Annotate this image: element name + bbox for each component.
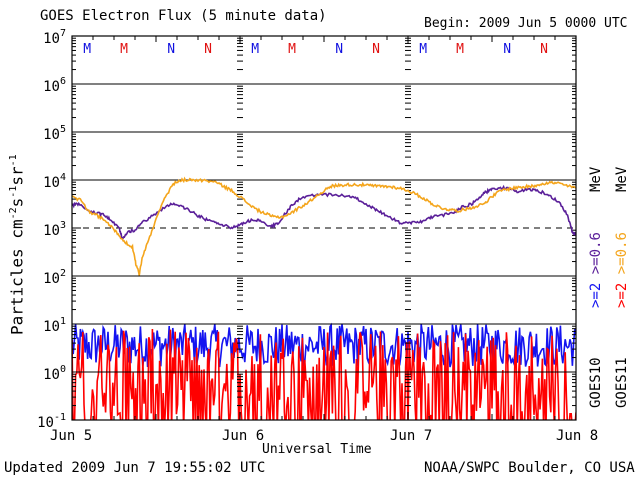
x-axis-label: Universal Time [262, 442, 372, 457]
y-tick-label-1e6: 106 [43, 76, 66, 95]
updated-timestamp: Updated 2009 Jun 7 19:55:02 UTC [4, 460, 266, 476]
local-time-marker-n: N [372, 42, 380, 57]
satellite-label-goes11: GOES11 [614, 357, 630, 408]
local-time-marker-n: N [204, 42, 212, 57]
chart-title: GOES Electron Flux (5 minute data) [40, 8, 327, 24]
legend-unit-goes10: MeV [588, 166, 604, 192]
y-tick-label-1e2: 102 [43, 268, 66, 287]
legend-unit-goes11: MeV [614, 166, 630, 192]
local-time-marker-m: M [120, 42, 128, 57]
local-time-marker-m: M [419, 42, 427, 57]
series-line-goes10-0-6-mev [72, 184, 576, 240]
local-time-marker-n: N [503, 42, 511, 57]
series-line-goes11-0-6-mev [72, 176, 576, 276]
y-tick-label-1e-1: 10-1 [37, 412, 66, 431]
x-tick-label-jun5: Jun 5 [50, 428, 93, 444]
series-line-goes10-2-mev [72, 322, 576, 369]
local-time-marker-n: N [540, 42, 548, 57]
begin-label: Begin: 2009 Jun 5 0000 UTC [424, 16, 628, 31]
local-time-marker-m: M [251, 42, 259, 57]
local-time-marker-m: M [288, 42, 296, 57]
local-time-marker-m: M [456, 42, 464, 57]
y-tick-label-1e4: 104 [43, 172, 66, 191]
series-line-goes11-2-mev [72, 328, 576, 420]
legend-goes11: >=2 >=0.6 [614, 232, 630, 308]
y-tick-label-1e0: 100 [43, 364, 66, 383]
x-tick-label-jun7: Jun 7 [390, 428, 433, 444]
x-tick-label-jun8: Jun 8 [556, 428, 599, 444]
y-axis-label: Particles cm-2s-1sr-1 [7, 154, 27, 335]
legend-goes10: >=2 >=0.6 [588, 232, 604, 308]
y-tick-label-1e1: 101 [43, 316, 66, 335]
local-time-marker-n: N [167, 42, 175, 57]
y-tick-label-1e7: 107 [43, 28, 66, 47]
y-tick-label-1e5: 105 [43, 124, 66, 143]
x-tick-label-jun6: Jun 6 [222, 428, 265, 444]
credit-label: NOAA/SWPC Boulder, CO USA [424, 460, 635, 476]
local-time-marker-n: N [335, 42, 343, 57]
y-tick-label-1e3: 103 [43, 220, 66, 239]
local-time-marker-m: M [83, 42, 91, 57]
satellite-label-goes10: GOES10 [588, 357, 604, 408]
